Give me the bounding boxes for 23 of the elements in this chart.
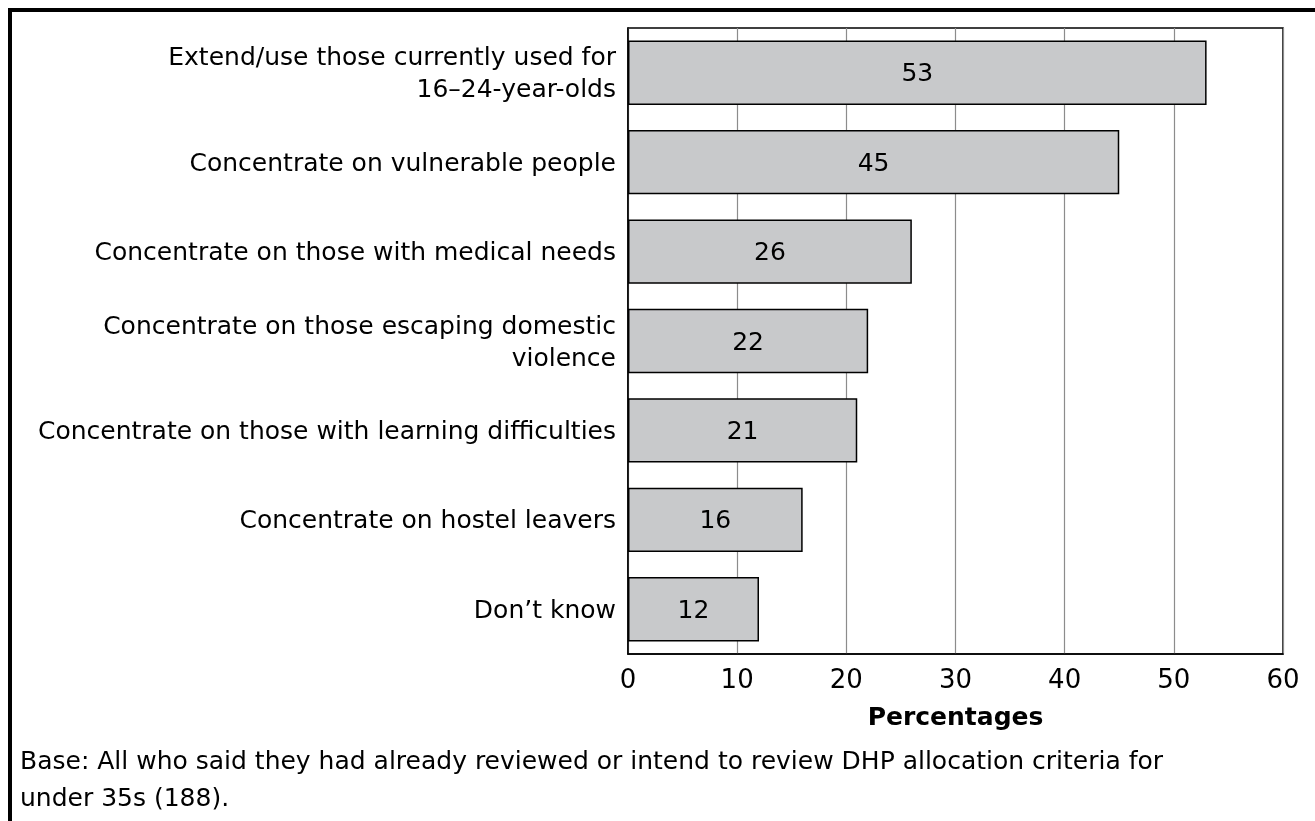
y-tick-label: Don’t know [473, 594, 616, 624]
y-tick-label: Extend/use those currently used for 16–24-year-olds [168, 42, 617, 104]
data-label: 53 [901, 58, 934, 88]
x-tick-label: 0 [619, 664, 637, 694]
y-tick-label: Concentrate on those with medical needs [94, 237, 616, 267]
x-tick-label: 60 [1266, 664, 1300, 694]
y-tick-label: Concentrate on those escaping domestic violence [103, 310, 616, 372]
data-label: 16 [699, 505, 732, 535]
x-tick-label: 50 [1157, 664, 1191, 694]
data-label: 22 [732, 326, 764, 356]
x-tick-label: 30 [938, 664, 973, 694]
y-tick-label: Concentrate on those with learning difficulties [37, 415, 616, 445]
data-label: 45 [857, 147, 890, 177]
data-label: 21 [726, 415, 759, 445]
data-label: 12 [677, 594, 710, 624]
data-label: 26 [754, 237, 786, 267]
text: Base: All who said they had already reviewed or intend to review DHP allocation criteria for under 35s (188). [20, 746, 1172, 812]
y-tick-label: Concentrate on hostel leavers [239, 505, 616, 535]
x-axis-title: Percentages [867, 702, 1044, 731]
y-tick-label: Concentrate on vulnerable people [189, 147, 616, 177]
x-tick-label: 40 [1048, 664, 1082, 694]
x-tick-label: 20 [829, 664, 863, 694]
x-tick-label: 10 [720, 664, 754, 694]
